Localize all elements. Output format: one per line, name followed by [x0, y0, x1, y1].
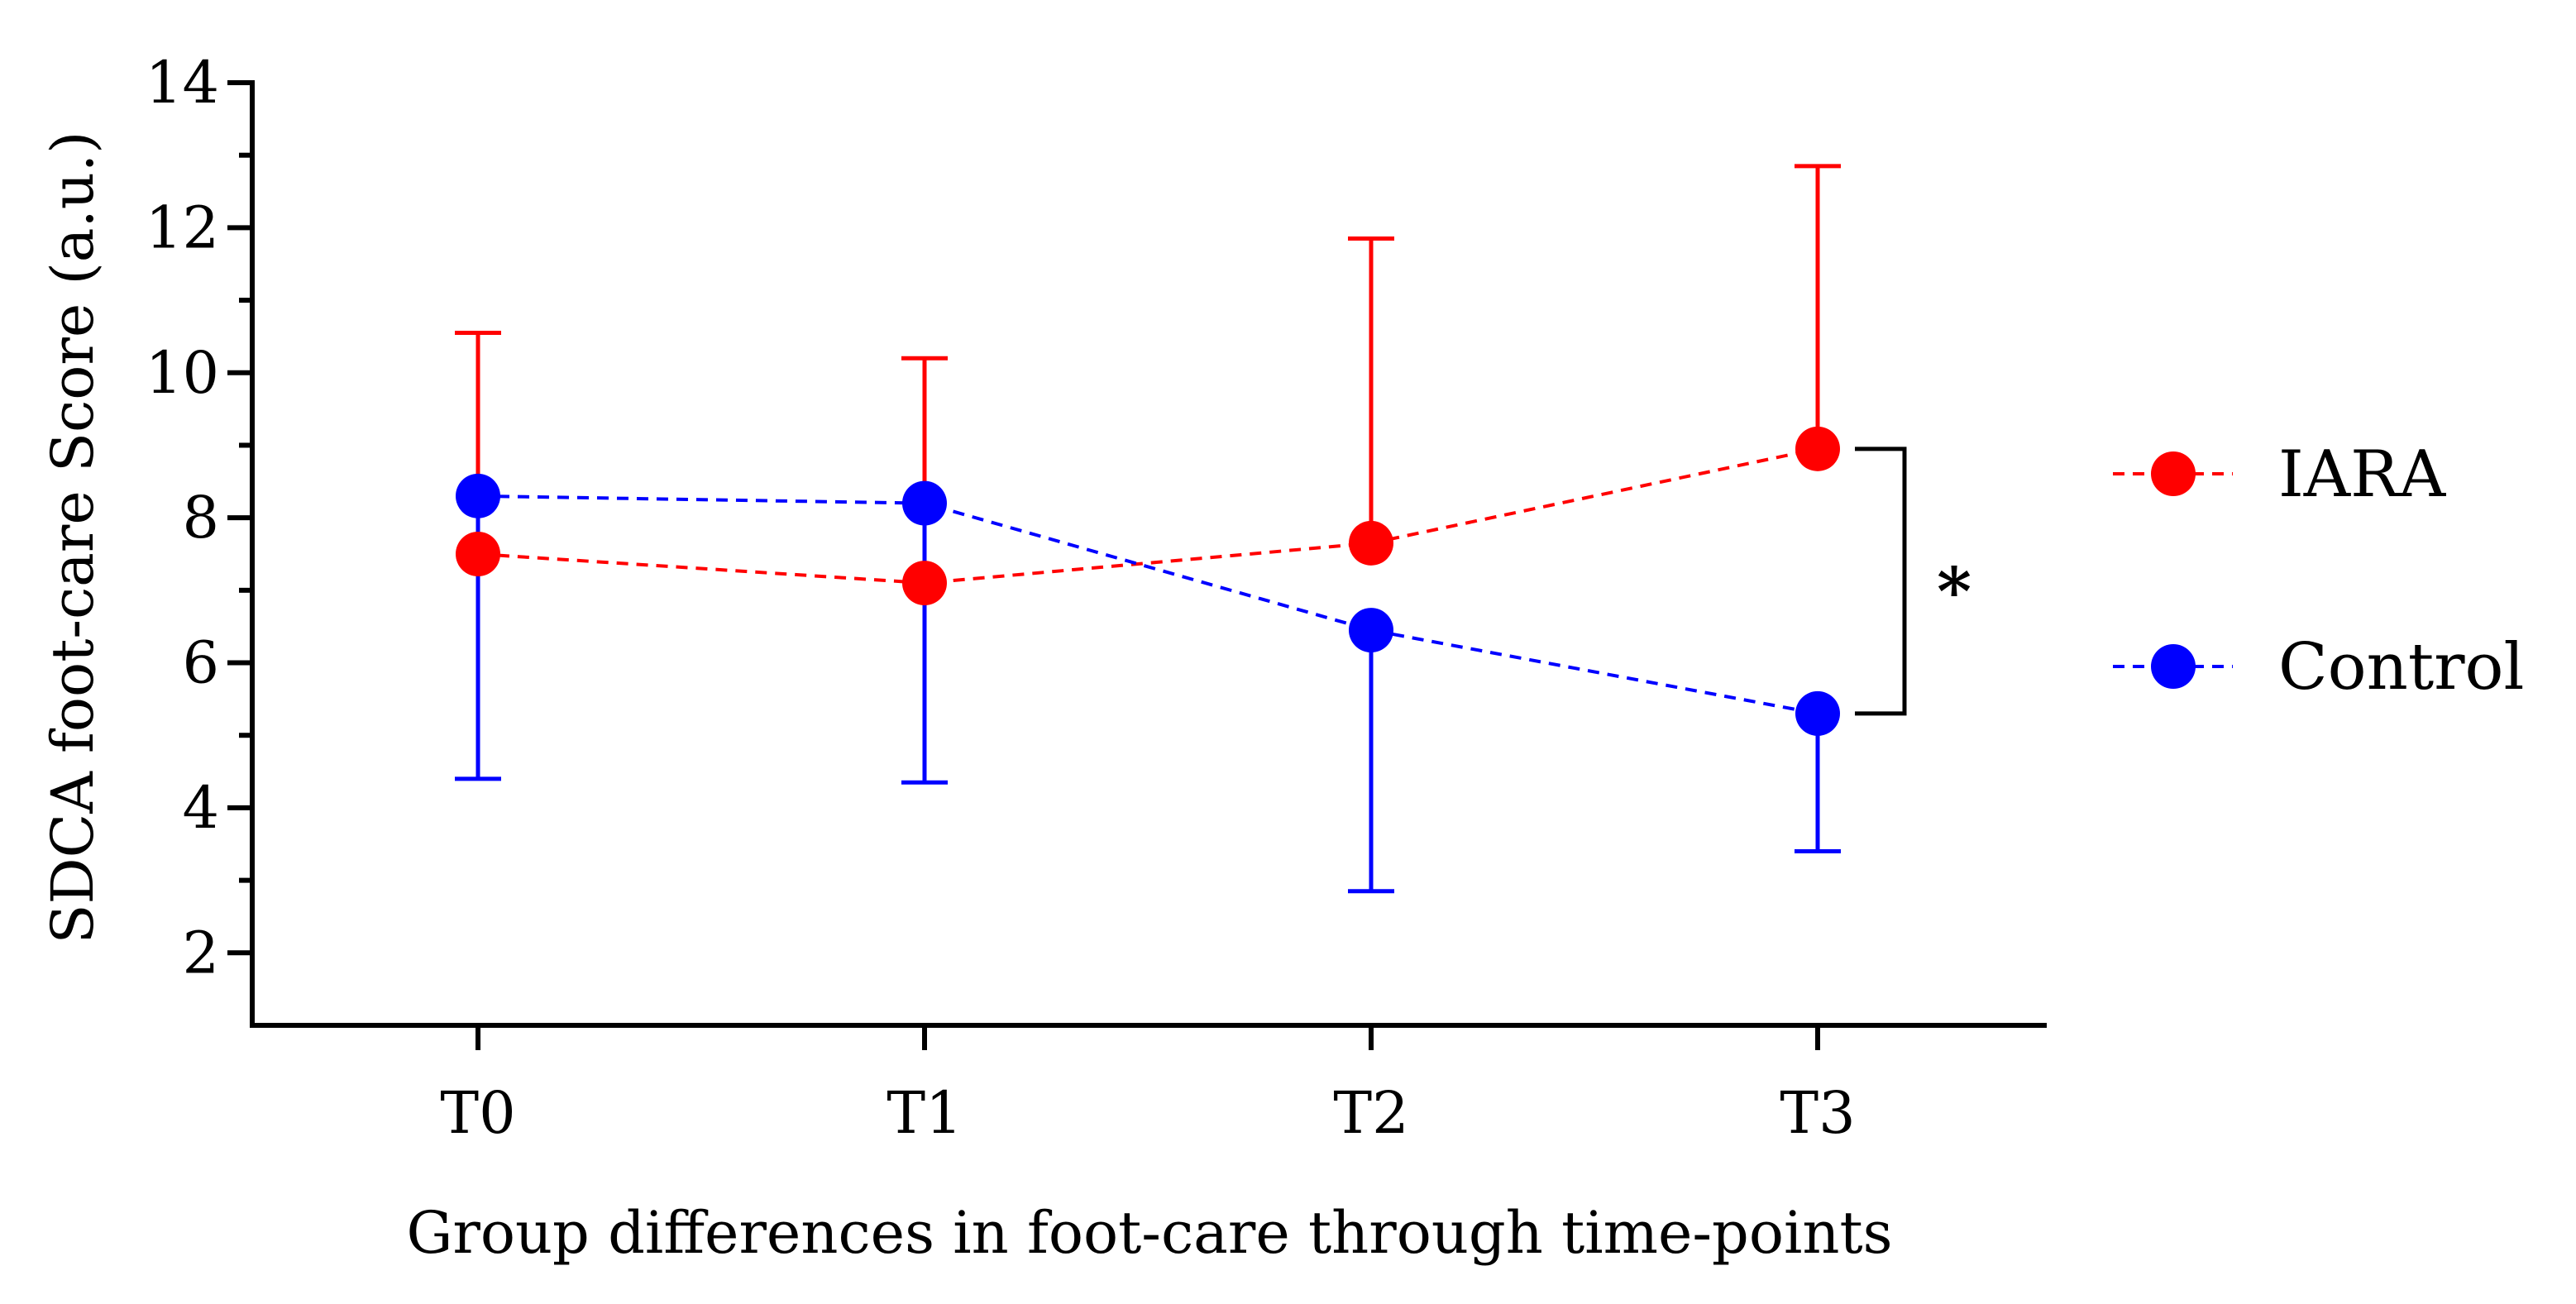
iara-point-T0	[456, 532, 500, 576]
legend-marker-iara	[2151, 451, 2196, 496]
y-tick-label-10: 10	[146, 339, 219, 407]
control-point-T3	[1795, 690, 1840, 736]
y-tick-label-8: 8	[182, 484, 219, 552]
control-point-T0	[456, 473, 500, 518]
data-points-layer	[456, 426, 1840, 736]
x-tick-label-T2: T2	[1333, 1079, 1408, 1147]
x-tick-label-T3: T3	[1780, 1079, 1855, 1147]
control-point-T1	[902, 480, 947, 526]
y-tick-label-12: 12	[146, 193, 219, 261]
x-tick-label-T0: T0	[440, 1079, 515, 1147]
series-lines-layer	[477, 447, 1818, 715]
annotation-layer: *	[1855, 447, 1971, 716]
iara-series-line	[477, 447, 1818, 585]
iara-point-T1	[902, 561, 947, 606]
x-tick-label-T1: T1	[887, 1079, 962, 1147]
y-tick-label-4: 4	[182, 774, 219, 842]
control-point-T2	[1349, 608, 1393, 653]
significance-star: *	[1937, 552, 1971, 630]
y-tick-label-14: 14	[146, 49, 219, 117]
legend-label-control: Control	[2278, 630, 2524, 705]
significance-bracket	[1855, 447, 1907, 716]
y-tick-label-2: 2	[182, 919, 219, 986]
legend-label-iara: IARA	[2278, 437, 2447, 512]
axes-layer: 2 4 6 8 10 12 14 T0 T1 T2 T3	[146, 49, 2047, 1147]
error-bars-layer	[455, 164, 1841, 894]
iara-point-T3	[1795, 426, 1840, 471]
y-tick-label-6: 6	[182, 629, 219, 697]
legend: IARA Control	[2113, 437, 2524, 705]
y-axis-title: SDCA foot-care Score (a.u.)	[39, 131, 107, 944]
control-series-line	[477, 494, 1818, 715]
legend-marker-control	[2151, 644, 2196, 689]
iara-point-T2	[1349, 520, 1393, 566]
x-axis-title: Group differences in foot-care through t…	[406, 1199, 1892, 1267]
